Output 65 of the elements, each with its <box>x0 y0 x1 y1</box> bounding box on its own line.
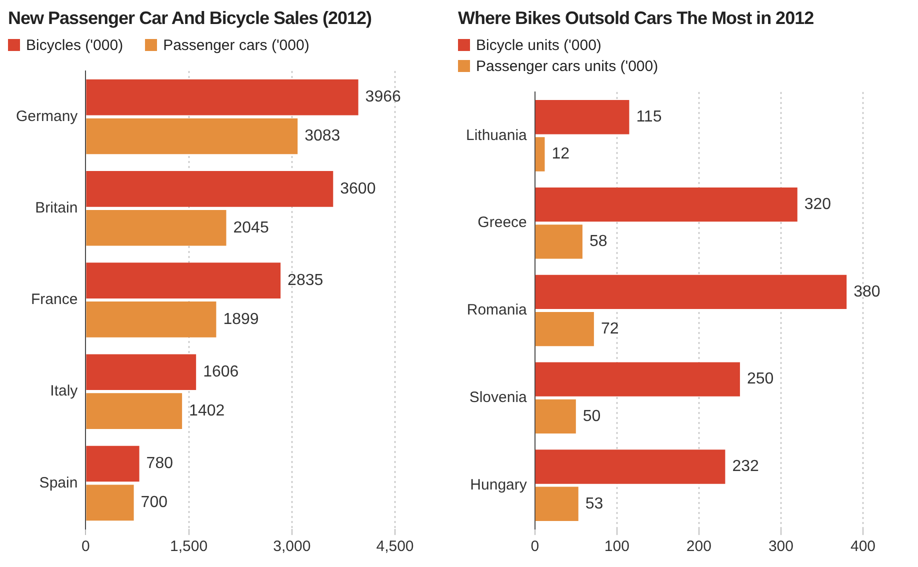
data-label: 3083 <box>304 128 340 145</box>
data-label: 1606 <box>203 364 239 381</box>
y-tick-label: Slovenia <box>469 389 528 406</box>
data-label: 320 <box>804 196 832 213</box>
legend-label: Bicycle units ('000) <box>475 37 602 54</box>
bar <box>535 100 630 134</box>
data-label: 3966 <box>365 88 401 106</box>
bar <box>86 302 216 338</box>
data-label: 58 <box>589 233 608 250</box>
bar <box>86 210 226 246</box>
x-tick-label: 1,500 <box>170 538 208 556</box>
bar <box>86 262 281 298</box>
data-label: 2835 <box>288 272 324 289</box>
y-tick-label: Greece <box>478 214 527 232</box>
bar <box>535 187 798 222</box>
x-tick-label: 4,500 <box>376 538 414 556</box>
bar <box>86 393 182 429</box>
bar <box>535 312 594 346</box>
chart-title: New Passenger Car And Bicycle Sales (2012) <box>7 8 373 29</box>
bar <box>535 274 847 310</box>
legend-label: Passenger cars units ('000) <box>475 58 660 75</box>
y-tick-label: Lithuania <box>466 126 528 144</box>
bar <box>86 79 358 116</box>
data-label: 72 <box>600 320 619 338</box>
y-tick-label: Germany <box>16 108 78 125</box>
y-tick-label: Italy <box>50 382 78 400</box>
bar <box>535 399 576 434</box>
data-label: 1899 <box>223 310 259 328</box>
data-label: 50 <box>582 408 601 425</box>
y-tick-label: Spain <box>39 474 78 492</box>
chart-title: Where Bikes Outsold Cars The Most in 2012 <box>457 8 815 29</box>
data-label: 1402 <box>189 402 225 420</box>
data-label: 3600 <box>340 180 376 198</box>
bar <box>86 118 298 154</box>
data-label: 2045 <box>233 219 269 236</box>
data-label: 380 <box>854 283 880 300</box>
bar <box>535 362 740 396</box>
bar <box>535 224 582 259</box>
y-tick-label: Hungary <box>470 476 528 494</box>
y-tick-label: Romania <box>466 302 528 319</box>
data-label: 780 <box>146 455 174 472</box>
bar <box>86 484 134 521</box>
bar <box>535 486 578 521</box>
x-tick-label: 300 <box>768 538 794 556</box>
legend-label: Bicycles ('000) <box>25 37 124 54</box>
legend-label: Passenger cars ('000) <box>162 37 310 54</box>
data-label: 53 <box>585 495 604 512</box>
x-tick-label: 400 <box>850 538 876 556</box>
bar <box>535 450 726 484</box>
bar <box>86 354 196 390</box>
data-label: 232 <box>732 458 759 476</box>
x-tick-label: 0 <box>82 538 90 556</box>
data-label: 115 <box>636 108 662 126</box>
x-tick-label: 100 <box>604 538 630 556</box>
y-tick-label: Britain <box>35 200 78 217</box>
bar <box>86 171 334 207</box>
data-label: 700 <box>140 494 168 512</box>
x-tick-label: 3,000 <box>273 538 311 556</box>
bar <box>535 137 545 172</box>
x-tick-label: 0 <box>530 538 540 556</box>
x-tick-label: 200 <box>686 538 712 556</box>
data-label: 250 <box>746 370 774 388</box>
bar <box>86 446 140 482</box>
y-tick-label: France <box>30 291 78 308</box>
data-label: 12 <box>552 146 570 163</box>
